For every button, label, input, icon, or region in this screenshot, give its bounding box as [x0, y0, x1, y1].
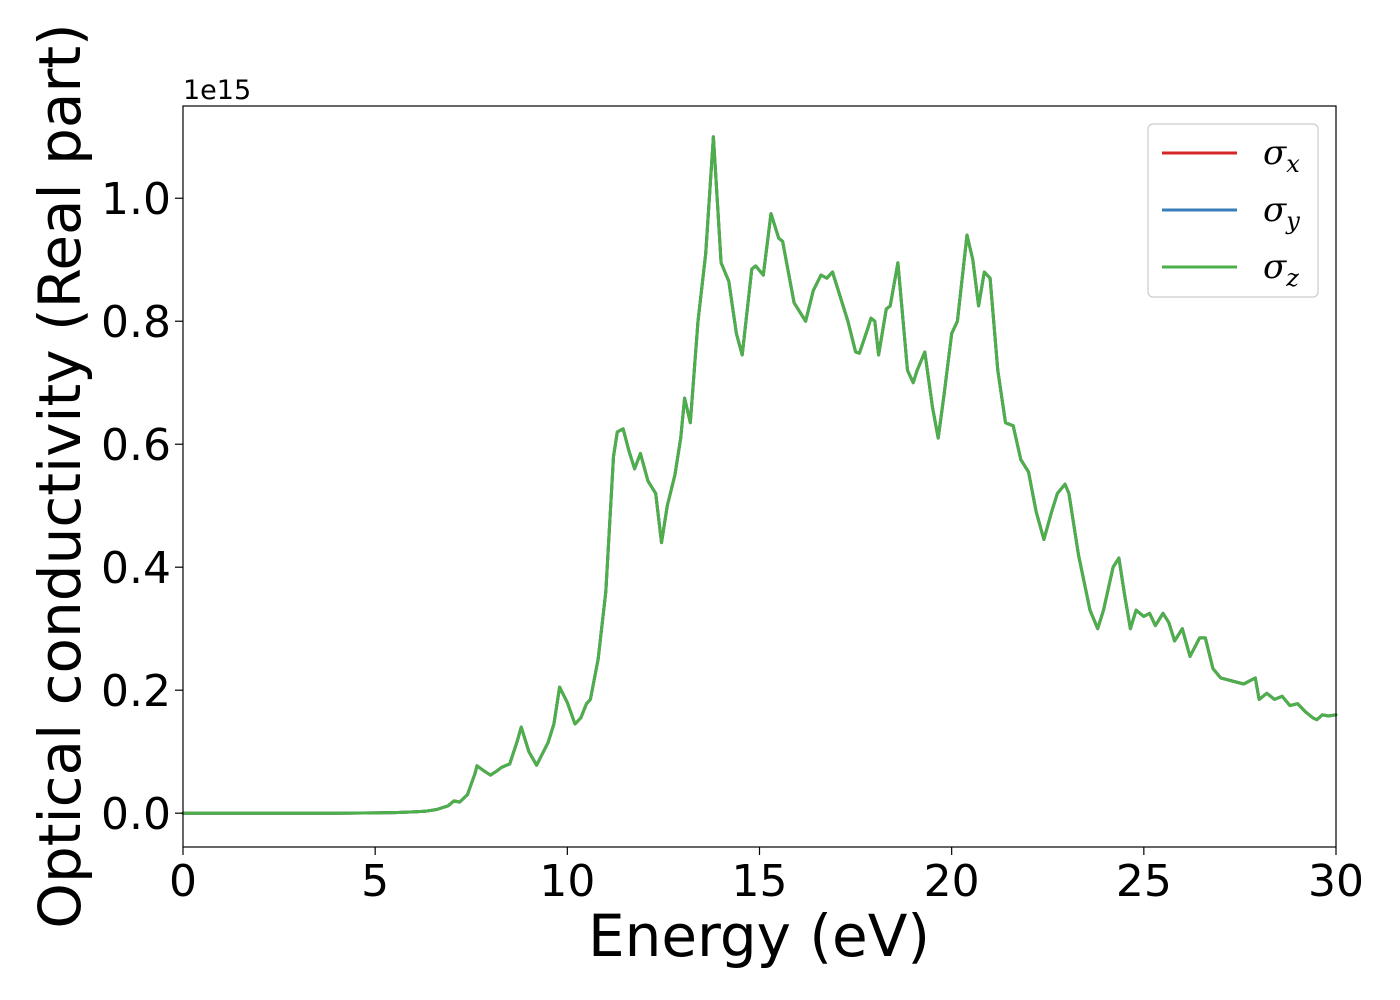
- y-axis-title: Optical conductivity (Real part): [26, 23, 94, 928]
- x-tick-label: 0: [169, 856, 197, 907]
- x-tick-label: 5: [361, 856, 389, 907]
- y-tick-label: 0.0: [101, 789, 171, 840]
- x-tick-label: 10: [539, 856, 595, 907]
- x-tick-label: 20: [924, 856, 980, 907]
- x-tick-label: 15: [732, 856, 788, 907]
- y-tick-label: 0.6: [101, 420, 171, 471]
- x-tick-label: 30: [1308, 856, 1364, 907]
- y-tick-label: 1.0: [101, 174, 171, 225]
- x-axis-title: Energy (eV): [588, 902, 930, 970]
- y-tick-label: 0.2: [101, 666, 171, 717]
- plot-area: [181, 105, 1338, 848]
- y-tick-label: 0.4: [101, 543, 171, 594]
- y-tick-label: 0.8: [101, 297, 171, 348]
- series-line-2: [181, 135, 1338, 815]
- series-layer: [181, 135, 1338, 815]
- x-tick-label: 25: [1116, 856, 1172, 907]
- x-axis: 0 5 10 15 20 25 30: [169, 847, 1364, 907]
- y-offset-label: 1e15: [183, 75, 251, 106]
- y-axis: 0.0 0.2 0.4 0.6 0.8 1.0: [101, 174, 183, 840]
